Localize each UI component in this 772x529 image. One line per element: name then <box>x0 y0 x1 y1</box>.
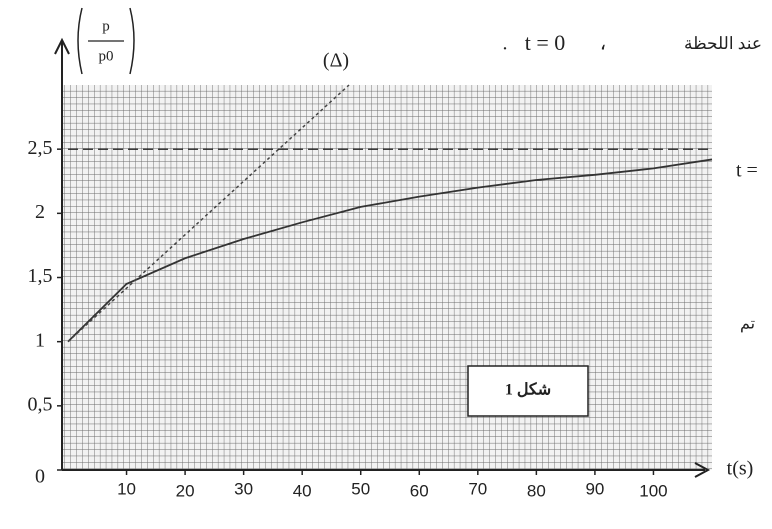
y-label-num: p <box>102 18 110 34</box>
x-tick-label: 30 <box>234 479 253 498</box>
x-tick-label: 80 <box>527 481 546 500</box>
y-tick-label: 2,5 <box>28 137 53 159</box>
side-text: . <box>503 33 508 55</box>
side-text: t = <box>736 160 758 182</box>
y-tick-label: 1 <box>35 329 45 351</box>
grid-paper <box>62 85 712 470</box>
paren <box>77 7 135 75</box>
x-tick-label: 20 <box>176 481 195 500</box>
delta-label: (Δ) <box>323 50 349 72</box>
x-tick-label: 90 <box>585 479 604 498</box>
y-tick-label: 0 <box>35 466 45 488</box>
y-label-den: p0 <box>99 48 114 64</box>
x-axis-label: t(s) <box>727 458 754 480</box>
x-tick-label: 10 <box>117 479 136 498</box>
side-text: تم <box>740 316 755 333</box>
x-tick-label: 40 <box>293 481 312 500</box>
y-tick-label: 0,5 <box>28 393 53 415</box>
x-tick-label: 60 <box>410 481 429 500</box>
side-text: t = 0 <box>525 30 566 55</box>
figure-box <box>467 365 589 417</box>
x-tick-label: 100 <box>639 481 667 500</box>
side-text: عند اللحظة <box>684 34 762 53</box>
y-tick-label: 1,5 <box>28 265 53 287</box>
x-tick-label: 50 <box>351 479 370 498</box>
side-text: ، <box>600 33 606 55</box>
series-line <box>67 158 713 343</box>
y-arrow <box>54 37 70 55</box>
y-tick-label: 2 <box>35 201 45 223</box>
x-tick-label: 70 <box>468 479 487 498</box>
x-arrow <box>694 462 711 478</box>
figure-label: شكل 1 <box>505 382 551 399</box>
